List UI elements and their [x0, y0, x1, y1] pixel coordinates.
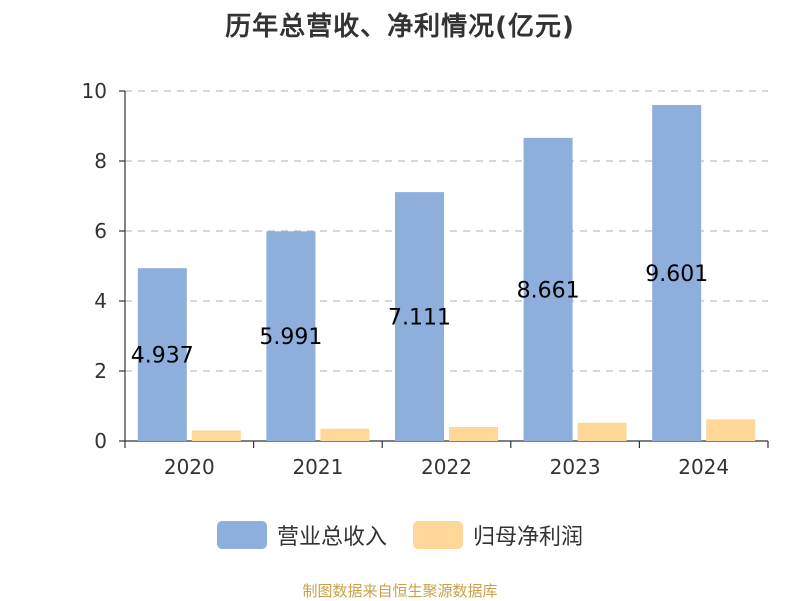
data-label-revenue: 8.661	[517, 278, 580, 303]
y-tick-label: 10	[82, 79, 107, 103]
bar-revenue-2020[interactable]	[137, 268, 187, 441]
x-tick-label: 2024	[678, 455, 729, 479]
y-tick-label: 2	[94, 359, 107, 383]
bar-revenue-2021[interactable]	[266, 231, 316, 441]
bar-net-profit-2022[interactable]	[449, 427, 498, 441]
x-tick-label: 2020	[164, 455, 215, 479]
x-tick-label: 2023	[550, 455, 601, 479]
data-label-revenue: 5.991	[259, 325, 322, 350]
legend-swatch-net-profit	[413, 521, 463, 549]
data-label-revenue: 9.601	[645, 262, 708, 287]
x-tick-label: 2021	[292, 455, 343, 479]
x-tick-label: 2022	[421, 455, 472, 479]
chart-title: 历年总营收、净利情况(亿元)	[225, 12, 575, 42]
data-label-revenue: 4.937	[131, 344, 194, 369]
data-label-revenue: 7.111	[388, 306, 451, 331]
y-tick-label: 4	[94, 289, 107, 313]
legend-label-net-profit: 归母净利润	[473, 525, 584, 550]
y-tick-label: 8	[94, 149, 107, 173]
legend-item-revenue[interactable]: 营业总收入	[216, 519, 387, 551]
bar-net-profit-2020[interactable]	[191, 430, 241, 442]
bar-revenue-2023[interactable]	[523, 137, 573, 442]
bar-net-profit-2021[interactable]	[320, 428, 370, 441]
legend-swatch-revenue	[216, 521, 267, 549]
bar-net-profit-2024[interactable]	[706, 419, 756, 441]
legend-label-revenue: 营业总收入	[276, 525, 387, 550]
legend-item-net-profit[interactable]: 归母净利润	[413, 519, 583, 551]
bar-revenue-2022[interactable]	[395, 192, 444, 441]
bar-revenue-2024[interactable]	[652, 104, 702, 441]
bar-net-profit-2023[interactable]	[577, 422, 627, 441]
y-tick-label: 0	[94, 429, 107, 453]
y-tick-label: 6	[94, 219, 107, 243]
data-source-note: 制图数据来自恒生聚源数据库	[302, 582, 498, 600]
legend: 营业总收入 归母净利润	[0, 519, 800, 551]
